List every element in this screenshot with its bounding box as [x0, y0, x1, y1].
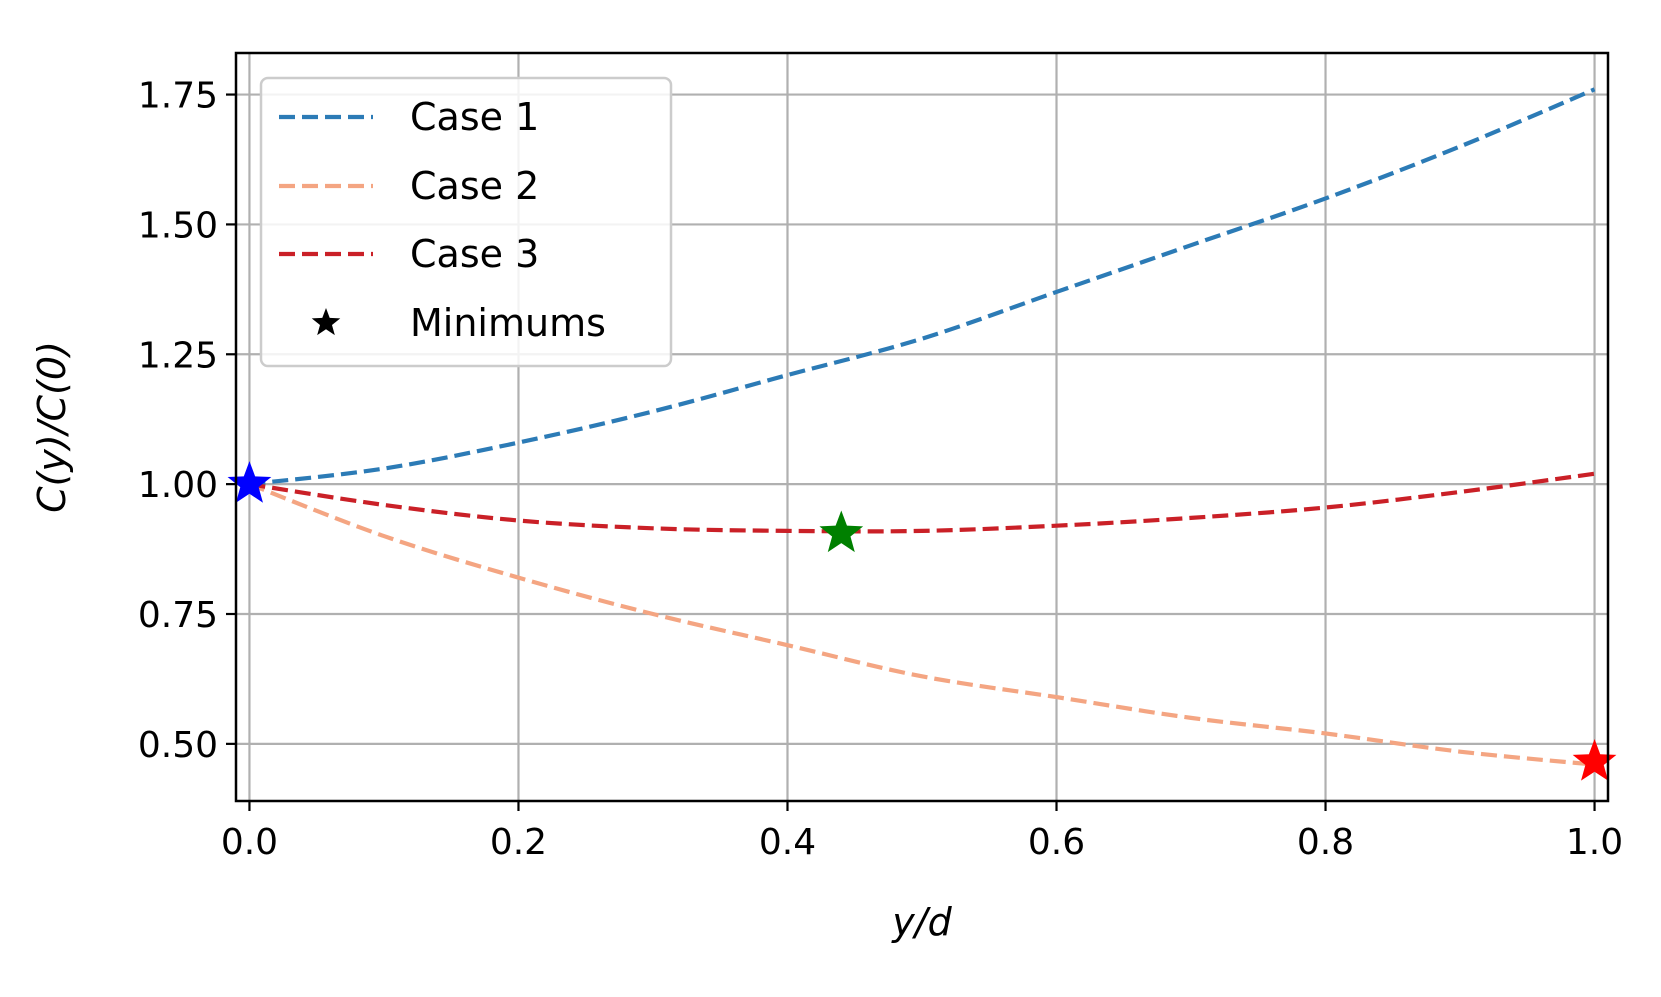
minimum-markers	[227, 461, 1617, 781]
legend-label-case-3: Case 3	[410, 232, 539, 276]
plot-frame	[234, 51, 1610, 803]
legend-label-case-2: Case 2	[410, 164, 539, 208]
y-tick-label: 1.75	[138, 76, 218, 117]
y-tick-label: 0.75	[138, 595, 218, 636]
y-tick-label: 0.50	[138, 725, 218, 766]
x-tick-label: 0.6	[1028, 822, 1085, 863]
legend-label-case-1: Case 1	[410, 95, 539, 139]
series-line-case-2	[248, 482, 1595, 767]
y-axis-ticks: 0.50 0.75 1.00 1.25 1.50 1.75	[138, 76, 236, 766]
legend-box	[259, 76, 673, 368]
series-layer	[248, 87, 1596, 767]
x-tick-label: 1.0	[1566, 822, 1623, 863]
grid-lines	[236, 53, 1608, 801]
series-line-case-1	[249, 87, 1596, 487]
x-tick-label: 0.2	[490, 822, 547, 863]
x-axis-ticks: 0.0 0.2 0.4 0.6 0.8 1.0	[221, 801, 1623, 863]
y-axis-label: C(y)/C(0)	[30, 341, 74, 513]
minimum-marker-2	[819, 510, 864, 553]
minimum-marker-3	[1572, 739, 1617, 781]
y-tick-label: 1.00	[138, 465, 218, 506]
legend-star-icon	[311, 308, 341, 336]
x-tick-label: 0.0	[221, 822, 278, 863]
y-tick-label: 1.50	[138, 205, 218, 246]
series-line-case-3	[249, 471, 1595, 534]
y-tick-label: 1.25	[138, 335, 218, 376]
x-tick-label: 0.4	[759, 822, 816, 863]
minimum-marker-1	[227, 461, 272, 503]
x-axis-label: y/d	[891, 900, 952, 944]
legend-label-minimums: Minimums	[410, 301, 606, 345]
x-tick-label: 0.8	[1297, 822, 1354, 863]
legend: Case 1 Case 2 Case 3 Minimums	[259, 76, 673, 368]
